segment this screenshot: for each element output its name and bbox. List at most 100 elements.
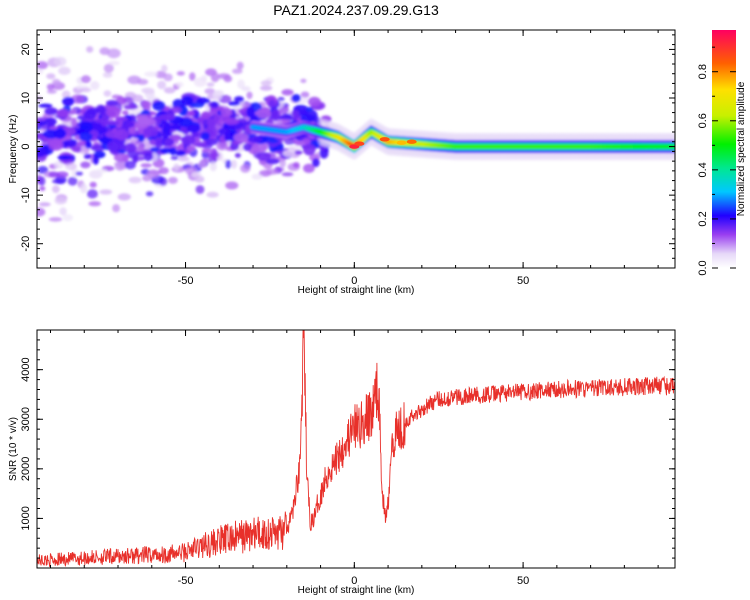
band-blob [83,153,92,159]
noise-blob [209,161,217,172]
noise-blob [62,214,73,222]
band-blob [307,96,321,107]
band-blob [210,101,219,109]
noise-blob [193,77,207,87]
band-blob [76,115,87,121]
band-blob [291,109,300,117]
band-blob [256,108,272,119]
x-tick-label: -50 [178,575,194,587]
band-blob [170,123,182,131]
noise-blob [59,207,67,216]
noise-blob [38,176,46,186]
noise-blob [96,168,108,173]
band-blob [159,113,176,121]
noise-blob [194,175,205,183]
hot-spot [396,140,407,145]
noise-blob [300,78,307,83]
band-blob [143,152,154,162]
band-blob [175,150,186,157]
band-blob [83,110,97,120]
spectrogram-field [37,46,675,222]
noise-blob [189,72,196,81]
band-blob [268,99,276,108]
noise-blob [195,185,205,194]
noise-blob [80,183,88,194]
band-blob [187,110,195,117]
noise-blob [88,201,101,207]
noise-blob [124,160,136,170]
band-blob [71,117,78,128]
band-blob [291,94,301,103]
noise-blob [37,61,48,70]
noise-blob [75,171,83,176]
band-blob [195,142,207,148]
noise-blob [136,78,149,85]
noise-blob [163,87,176,94]
noise-blob [251,173,263,180]
band-blob [123,104,139,110]
band-blob [305,106,314,112]
y-tick-label: 4000 [20,357,32,381]
noise-blob [79,87,92,93]
band-blob [98,105,106,115]
band-blob [252,142,268,153]
colorbar-tick-label: 0.4 [697,162,709,177]
noise-blob [86,46,94,53]
band-blob [141,100,152,108]
noise-blob [90,81,100,90]
y-tick-label: 2000 [20,457,32,481]
band-blob [294,150,303,155]
band-blob [319,147,329,159]
band-blob [152,100,166,111]
band-blob [138,144,145,152]
colorbar-gradient [712,30,736,268]
noise-blob [206,191,219,198]
noise-blob [117,95,124,103]
colorbar-ticks: 0.0 0.2 0.4 0.6 0.8 [697,46,736,276]
noise-blob [206,82,215,87]
noise-blob [144,71,159,77]
band-blob [105,130,120,139]
y-tick-label: 20 [20,43,32,55]
band-blob [196,97,211,105]
noise-blob [277,96,285,102]
hot-spot [406,139,417,144]
noise-blob [37,95,43,103]
band-blob [164,138,174,147]
noise-blob [46,73,56,80]
band-blob [181,95,194,106]
noise-blob [48,217,63,222]
band-blob [132,154,139,164]
spectrogram-x-axis-label: Height of straight line (km) [298,285,415,296]
noise-blob [52,78,61,86]
band-blob [181,134,196,146]
band-blob [37,146,47,158]
noise-blob [265,168,279,175]
band-blob [113,153,130,163]
band-blob [205,138,218,146]
noise-blob [283,150,296,157]
band-blob [155,140,163,149]
band-blob [200,111,211,120]
snr-series-line [37,330,675,568]
noise-blob [176,71,185,76]
noise-blob [67,176,78,186]
hot-spot [354,141,365,146]
y-tick-label: -20 [20,236,32,252]
band-blob [305,109,318,121]
band-blob [106,120,120,126]
noise-blob [54,196,67,205]
spectrogram-y-axis-label: Frequency (Hz) [8,115,19,184]
colorbar: 0.0 0.2 0.4 0.6 0.8 Normalized spectral ampl… [697,30,747,276]
band-blob [38,103,53,108]
noise-blob [281,172,294,177]
snr-ticks: -50 0 50 1000 2000 3000 4000 [20,329,675,587]
snr-x-axis-label: Height of straight line (km) [298,585,415,596]
noise-blob [225,159,232,169]
noise-blob [89,181,97,188]
band-blob [220,107,233,117]
figure-title: PAZ1.2024.237.09.29.G13 [273,2,439,18]
spectrogram-ticks: -50 0 50 -20 -10 0 10 20 [20,30,675,287]
noise-blob [103,90,112,97]
band-blob [105,100,119,106]
